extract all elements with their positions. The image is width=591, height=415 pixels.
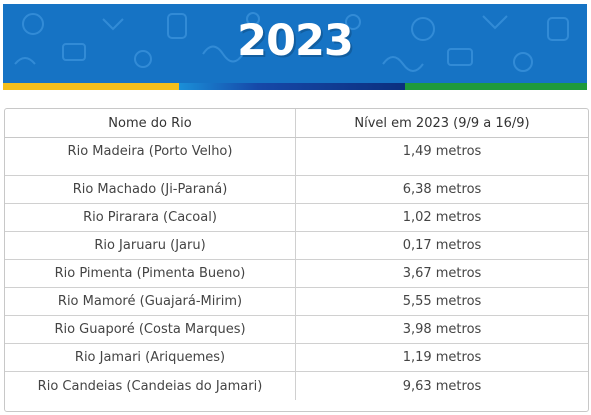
banner-doodle-pattern — [14, 12, 569, 72]
table-row: Rio Pirarara (Cacoal) 1,02 metros — [5, 203, 588, 232]
cell-river-name: Rio Guaporé (Costa Marques) — [5, 315, 296, 344]
cell-river-level: 3,98 metros — [295, 315, 588, 344]
data-table: Nome do Rio Nível em 2023 (9/9 a 16/9) R… — [5, 109, 588, 400]
cell-river-name: Rio Jamari (Ariquemes) — [5, 343, 296, 372]
table-row: Rio Mamoré (Guajará-Mirim) 5,55 metros — [5, 287, 588, 316]
banner-year-title: 2023 — [237, 16, 354, 66]
cell-river-name: Rio Pirarara (Cacoal) — [5, 203, 296, 232]
cell-river-level: 9,63 metros — [402, 378, 482, 394]
table-row: Rio Pimenta (Pimenta Bueno) 3,67 metros — [5, 259, 588, 288]
table-row: Rio Madeira (Porto Velho) 1,49 metros — [5, 137, 588, 176]
column-header-level: Nível em 2023 (9/9 a 16/9) — [295, 109, 588, 138]
stripe-yellow — [3, 83, 179, 90]
cell-river-level: 5,55 metros — [295, 287, 588, 316]
cell-river-level: 3,67 metros — [295, 259, 588, 288]
cell-river-name: Rio Pimenta (Pimenta Bueno) — [5, 259, 296, 288]
cell-river-level: 1,02 metros — [295, 203, 588, 232]
table-header-row: Nome do Rio Nível em 2023 (9/9 a 16/9) — [5, 109, 588, 138]
cell-river-name: Rio Madeira (Porto Velho) — [5, 137, 296, 176]
stripe-green — [405, 83, 587, 90]
cell-river-name: Rio Candeias (Candeias do Jamari) — [5, 371, 296, 400]
cell-river-name: Rio Jaruaru (Jaru) — [5, 231, 296, 260]
column-header-river: Nome do Rio — [5, 109, 296, 138]
table-row: Rio Jaruaru (Jaru) 0,17 metros — [5, 231, 588, 260]
cell-river-level: 6,38 metros — [295, 175, 588, 204]
table-row: Rio Jamari (Ariquemes) 1,19 metros — [5, 343, 588, 372]
cell-river-name: Rio Machado (Ji-Paraná) — [5, 175, 296, 204]
stripe-blue — [179, 83, 405, 90]
table-row: Rio Candeias (Candeias do Jamari) 9,63 m… — [5, 371, 588, 400]
table-row: Rio Guaporé (Costa Marques) 3,98 metros — [5, 315, 588, 344]
table-row: Rio Machado (Ji-Paraná) 6,38 metros — [5, 175, 588, 204]
color-stripe — [3, 83, 587, 90]
river-levels-table: Nome do Rio Nível em 2023 (9/9 a 16/9) R… — [4, 108, 589, 412]
header-banner: 2023 — [3, 4, 587, 90]
cell-river-level: 1,49 metros — [295, 137, 588, 176]
cell-river-name: Rio Mamoré (Guajará-Mirim) — [5, 287, 296, 316]
cell-river-level: 1,19 metros — [295, 343, 588, 372]
cell-river-level: 0,17 metros — [295, 231, 588, 260]
